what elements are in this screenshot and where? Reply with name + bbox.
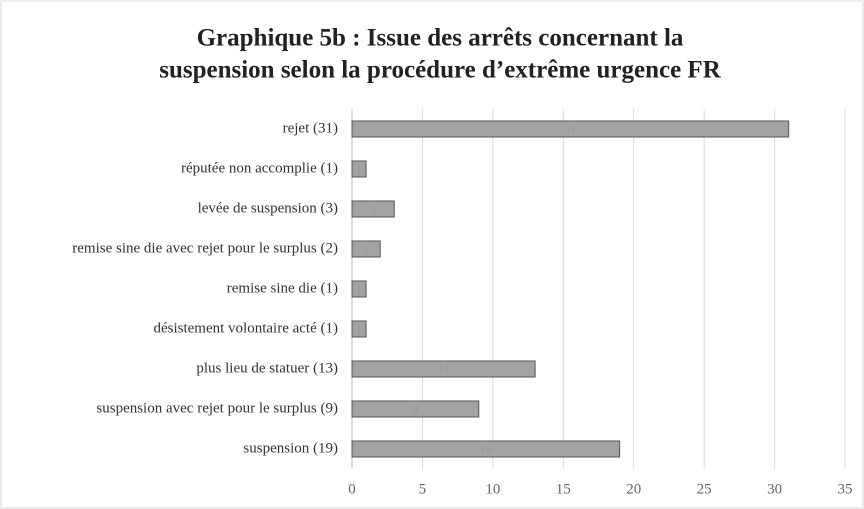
y-tick-label: suspension avec rejet pour le surplus (9… <box>96 400 338 416</box>
data-label: 1 <box>356 162 362 176</box>
bar <box>351 400 480 418</box>
data-label: 19 <box>480 442 492 456</box>
x-tick-label: 0 <box>348 481 356 497</box>
y-tick-label: plus lieu de statuer (13) <box>196 360 338 376</box>
bar <box>351 200 395 218</box>
x-tick-label: 10 <box>485 481 500 497</box>
bar <box>351 240 381 258</box>
data-label: 3 <box>370 202 376 216</box>
y-tick-label: désistement volontaire acté (1) <box>153 320 338 336</box>
bar <box>351 320 367 338</box>
data-label: 13 <box>438 362 450 376</box>
bar <box>351 280 367 298</box>
data-label: 9 <box>412 402 418 416</box>
x-tick-label: 15 <box>556 481 571 497</box>
data-label: 31 <box>564 122 576 136</box>
x-tick-label: 30 <box>767 481 782 497</box>
bar <box>351 360 536 378</box>
data-label: 2 <box>363 242 369 256</box>
x-tick-label: 25 <box>697 481 712 497</box>
chart-title: Graphique 5b : Issue des arrêts concerna… <box>197 25 684 52</box>
bar <box>351 440 621 458</box>
y-tick-label: suspension (19) <box>243 440 338 456</box>
x-tick-label: 20 <box>626 481 641 497</box>
data-label: 1 <box>356 282 362 296</box>
data-label: 1 <box>356 322 362 336</box>
chart-title: suspension selon la procédure d’extrême … <box>159 57 721 84</box>
x-tick-label: 35 <box>838 481 853 497</box>
y-tick-label: levée de suspension (3) <box>198 200 338 216</box>
x-tick-label: 5 <box>419 481 427 497</box>
bar <box>351 160 367 178</box>
y-tick-label: réputée non accomplie (1) <box>181 160 338 176</box>
bar <box>351 120 790 138</box>
y-tick-label: remise sine die avec rejet pour le surpl… <box>72 240 338 256</box>
y-tick-label: remise sine die (1) <box>227 280 338 296</box>
y-tick-label: rejet (31) <box>283 120 338 136</box>
